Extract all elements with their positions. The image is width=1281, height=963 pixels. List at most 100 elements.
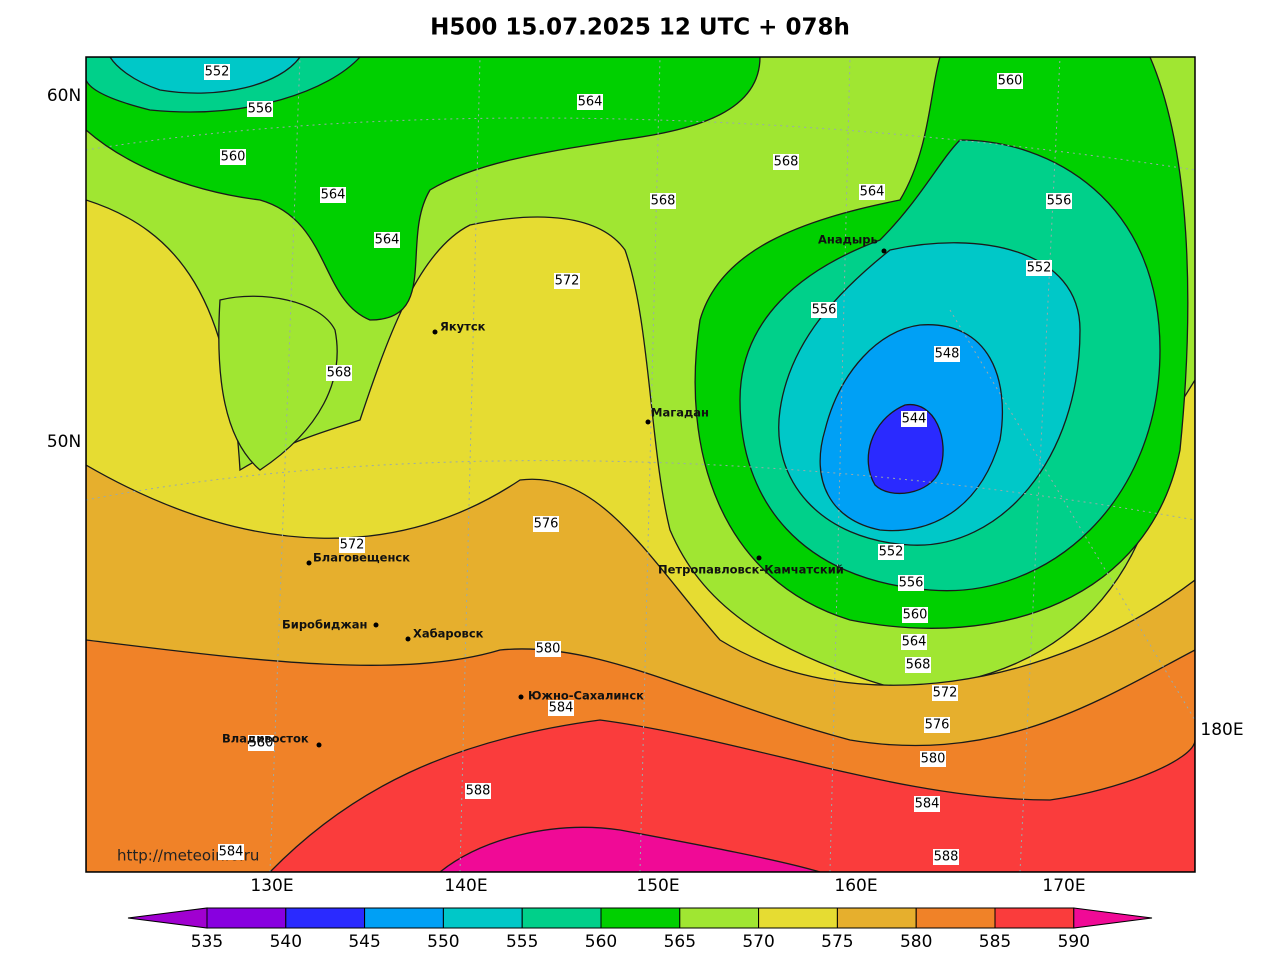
city-name: Владивосток [222, 732, 309, 746]
contour-label: 560 [903, 608, 928, 623]
colorbar: 535 540 545 550 555 560 565 570 575 580 585 590 [127, 907, 1153, 952]
colorbar-cell [442, 907, 523, 929]
colorbar-tick-label: 560 [585, 932, 617, 952]
contour-label: 568 [327, 366, 352, 381]
colorbar-cell [206, 907, 287, 929]
colorbar-cell [521, 907, 602, 929]
contour-label: 564 [375, 233, 400, 248]
contour-label: 564 [321, 188, 346, 203]
colorbar-tick-label: 540 [270, 932, 302, 952]
city-marker [306, 560, 312, 566]
lon-label: 160E [834, 876, 877, 896]
contour-label-box [339, 537, 365, 553]
height-band [218, 295, 338, 471]
contour-label-box [533, 516, 559, 532]
contour-label-box [577, 94, 603, 110]
contour-label: 588 [934, 850, 959, 865]
height-band [438, 826, 821, 872]
contour-label: 572 [933, 686, 958, 701]
contour-label: 560 [221, 150, 246, 165]
lon-label: 150E [636, 876, 679, 896]
contour-label: 568 [906, 658, 931, 673]
city-marker [518, 694, 524, 700]
city-marker [373, 622, 379, 628]
city-marker [881, 248, 887, 254]
height-band [86, 57, 761, 321]
contour-label-box [650, 193, 676, 209]
city-marker [405, 636, 411, 642]
contour-label: 572 [340, 538, 365, 553]
colorbar-tick-label: 580 [900, 932, 932, 952]
lon-label: 140E [444, 876, 487, 896]
colorbar-tick-label: 555 [506, 932, 538, 952]
contour-label-box [933, 849, 959, 865]
city-name: Биробиджан [282, 618, 367, 632]
contour-label-box [1026, 260, 1052, 276]
contour-label: 580 [536, 642, 561, 657]
colorbar-cell [915, 907, 996, 929]
colorbar-arrow-low [127, 907, 208, 929]
contour-label: 576 [534, 517, 559, 532]
contour-label-box [924, 717, 950, 733]
city-name: Анадырь [818, 233, 878, 247]
contour-label: 568 [651, 194, 676, 209]
lat-label: 60N [47, 86, 81, 106]
contour-label-box [878, 544, 904, 560]
city-name: Магадан [651, 406, 709, 420]
colorbar-arrow-high [1073, 907, 1153, 929]
contour-label: 584 [219, 845, 244, 860]
contour-label-box [204, 64, 230, 80]
contour-label-box [773, 154, 799, 170]
contour-label: 564 [860, 185, 885, 200]
contour-label: 584 [549, 701, 574, 716]
contour-label-box [914, 796, 940, 812]
city-marker [756, 555, 762, 561]
contour-label: 572 [555, 274, 580, 289]
contour-label-box [465, 783, 491, 799]
city-name: Хабаровск [413, 627, 484, 641]
contour-label: 552 [879, 545, 904, 560]
colorbar-tick-label: 575 [821, 932, 853, 952]
colorbar-cell [836, 907, 917, 929]
colorbar-cell [600, 907, 681, 929]
contour-label-box [934, 346, 960, 362]
contour-label-box [811, 302, 837, 318]
city-name: Петропавловск-Камчатский [658, 563, 844, 577]
contour-label: 552 [1027, 261, 1052, 276]
title: H500 15.07.2025 12 UTC + 078h [430, 15, 850, 41]
colorbar-tick-label: 550 [427, 932, 459, 952]
contour-label: 556 [1047, 194, 1072, 209]
contour-label: 556 [248, 102, 273, 117]
contour-label: 568 [774, 155, 799, 170]
contour-label: 580 [921, 752, 946, 767]
contour-label: 556 [812, 303, 837, 318]
lon-label: 130E [250, 876, 293, 896]
city-marker [432, 329, 438, 335]
lon-label: 170E [1042, 876, 1085, 896]
contour-label: 552 [205, 65, 230, 80]
contour-label: 584 [915, 797, 940, 812]
city-name: Якутск [440, 320, 486, 334]
contour-label-box [218, 844, 244, 860]
city-marker [645, 419, 651, 425]
city-name: Южно-Сахалинск [528, 689, 644, 703]
colorbar-cell [758, 907, 838, 929]
contour-label-box [247, 101, 273, 117]
height-band [269, 719, 1195, 872]
contour-label: 560 [998, 74, 1023, 89]
colorbar-tick-label: 570 [742, 932, 774, 952]
contour-label-box [248, 735, 274, 751]
contour-label: 588 [466, 784, 491, 799]
contour-label: 564 [578, 95, 603, 110]
colorbar-tick-label: 565 [664, 932, 696, 952]
contour-label: 564 [902, 635, 927, 650]
colorbar-tick-label: 545 [348, 932, 380, 952]
lat-label: 50N [47, 432, 81, 452]
contour-label-box [901, 411, 927, 427]
plot-frame [85, 56, 1196, 873]
lon-label: 180E [1200, 720, 1243, 740]
contour-label-box [997, 73, 1023, 89]
contour-label-box [898, 575, 924, 591]
contour-label-box [374, 232, 400, 248]
colorbar-cell [994, 907, 1075, 929]
